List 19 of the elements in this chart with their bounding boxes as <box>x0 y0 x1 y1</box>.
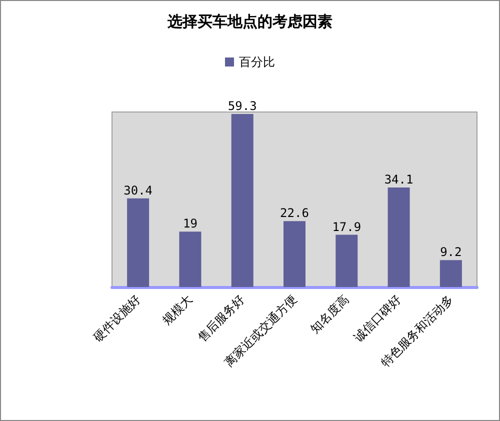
data-label: 30.4 <box>124 183 153 198</box>
bar <box>284 221 306 287</box>
bar <box>440 260 462 287</box>
data-label: 22.6 <box>280 206 309 220</box>
x-tick-label: 规模大 <box>160 292 196 328</box>
data-label: 19 <box>182 216 198 231</box>
legend-label: 百分比 <box>239 55 275 69</box>
bar <box>127 198 150 287</box>
data-label: 9.2 <box>440 245 462 260</box>
bar <box>336 234 358 287</box>
data-label: 59.3 <box>228 99 257 114</box>
x-tick-label: 知名度高 <box>308 292 352 336</box>
bar <box>231 114 254 287</box>
bar <box>388 188 410 287</box>
data-label: 34.1 <box>384 172 414 187</box>
chart-title: 选择买车地点的考虑因素 <box>166 12 332 30</box>
data-label: 17.9 <box>332 220 362 234</box>
x-tick-label: 硬件设施好 <box>90 292 144 344</box>
bar <box>179 232 202 287</box>
